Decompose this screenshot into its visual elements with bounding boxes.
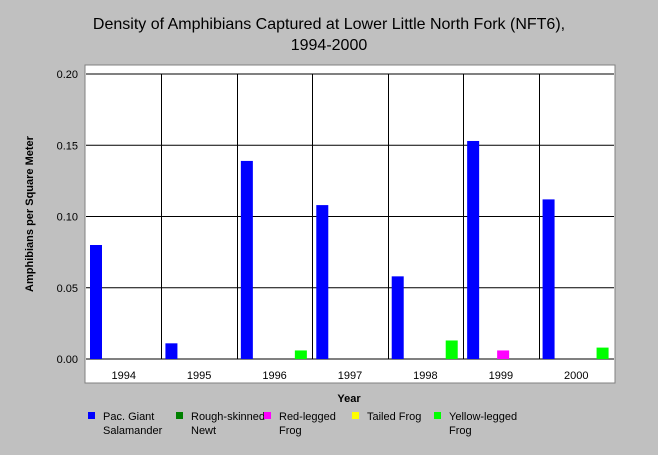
chart-title-line2: 1994-2000 (290, 37, 368, 54)
chart-title: Density of Amphibians Captured at Lower … (0, 14, 658, 56)
y-tick-label: 0.05 (57, 283, 78, 295)
legend-label: Pac. Giant Salamander (103, 411, 163, 437)
legend-label: Tailed Frog (367, 411, 422, 423)
y-axis-label: Amphibians per Square Meter (24, 135, 36, 292)
bar (467, 140, 480, 359)
y-tick-label: 0.10 (57, 212, 78, 224)
legend-swatch (176, 412, 183, 419)
x-tick-label: 1998 (413, 370, 437, 382)
legend-label: Red-legged Frog (279, 411, 336, 437)
x-axis-label: Year (337, 393, 361, 405)
legend-swatch (264, 412, 271, 419)
y-tick-label: 0.15 (57, 140, 78, 152)
bar (445, 340, 458, 359)
chart-title-line1: Density of Amphibians Captured at Lower … (92, 16, 566, 33)
bar (542, 199, 555, 359)
x-tick-label: 1994 (111, 370, 135, 382)
bar (90, 245, 102, 359)
bar (240, 160, 253, 359)
bar (596, 347, 609, 359)
bar (497, 350, 510, 359)
x-tick-label: 1995 (187, 370, 211, 382)
legend-label: Yellow-legged Frog (449, 411, 518, 437)
y-tick-label: 0.20 (57, 69, 78, 81)
bar (316, 205, 329, 359)
legend-swatch (434, 412, 441, 419)
bar (165, 343, 178, 359)
x-tick-label: 1999 (489, 370, 513, 382)
bar (391, 276, 404, 359)
plot-background (84, 64, 616, 384)
x-tick-label: 1996 (262, 370, 286, 382)
y-tick-label: 0.00 (57, 354, 78, 366)
x-tick-label: 2000 (564, 370, 588, 382)
legend-swatch (88, 412, 95, 419)
x-tick-label: 1997 (338, 370, 362, 382)
legend-label: Rough-skinned Newt (191, 411, 265, 437)
bar (294, 350, 307, 359)
legend-swatch (352, 412, 359, 419)
